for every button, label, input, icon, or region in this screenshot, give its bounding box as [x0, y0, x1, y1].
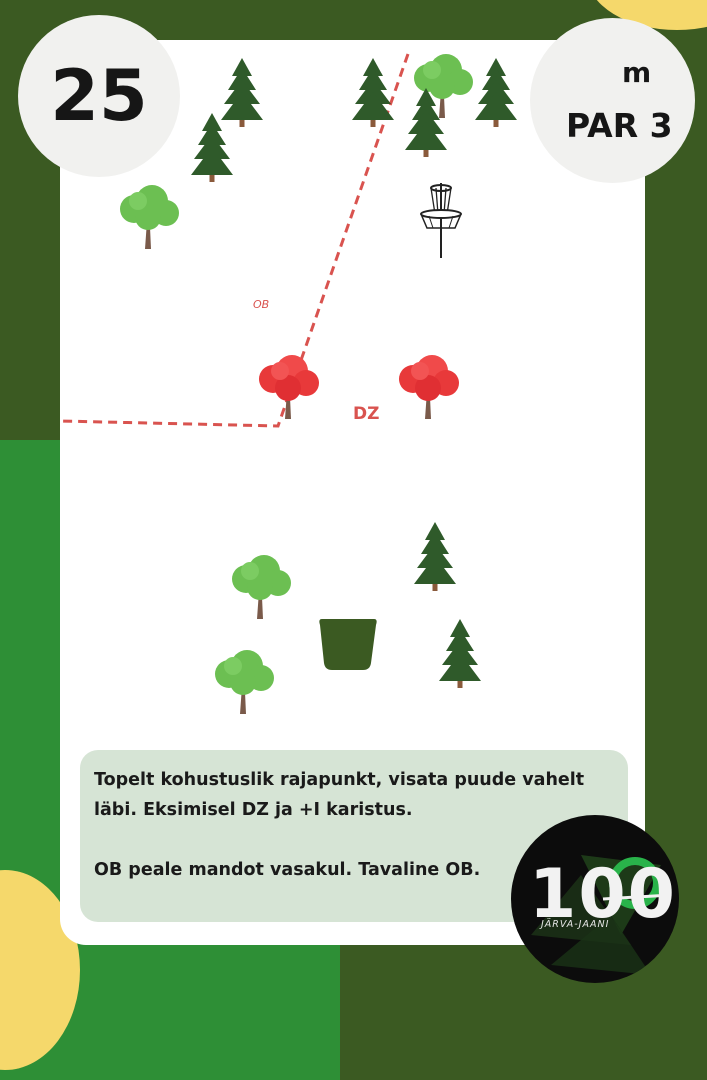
pine-tree-icon: [191, 113, 233, 182]
hole-number-badge: 25: [18, 15, 180, 177]
par-badge: m PAR 3: [530, 18, 695, 183]
pine-tree-icon: [439, 619, 481, 688]
logo-pattern: [531, 855, 672, 975]
disc-golf-basket-icon: [420, 183, 462, 258]
distance-unit: m: [622, 56, 652, 89]
ob-line: [60, 53, 410, 428]
par-label: PAR 3: [566, 106, 673, 145]
tee-pad-icon: [319, 619, 377, 670]
pine-tree-icon: [475, 58, 517, 127]
description-rule-ob: OB peale mandot vasakul. Tavaline OB.: [94, 860, 481, 880]
deciduous-tree-icon: [232, 555, 291, 619]
ob-label: OB: [253, 298, 269, 311]
dz-label: DZ: [353, 404, 379, 424]
logo-number: 100: [529, 855, 677, 934]
deciduous-tree-icon: [215, 650, 274, 714]
red-tree-icon: [259, 355, 319, 419]
hole-number: 25: [50, 55, 148, 137]
logo-text: JÄRVA-JAANI: [541, 919, 610, 930]
pine-tree-icon: [221, 58, 263, 127]
course-map: OB DZ: [60, 53, 517, 714]
jarva-jaani-logo: 100 JÄRVA-JAANI: [511, 815, 679, 983]
description-rule-mando: Topelt kohustuslik rajapunkt, visata puu…: [94, 770, 585, 820]
pine-tree-icon: [352, 58, 394, 127]
red-tree-icon: [399, 355, 459, 419]
pine-tree-icon: [414, 522, 456, 591]
deciduous-tree-icon: [120, 185, 179, 249]
